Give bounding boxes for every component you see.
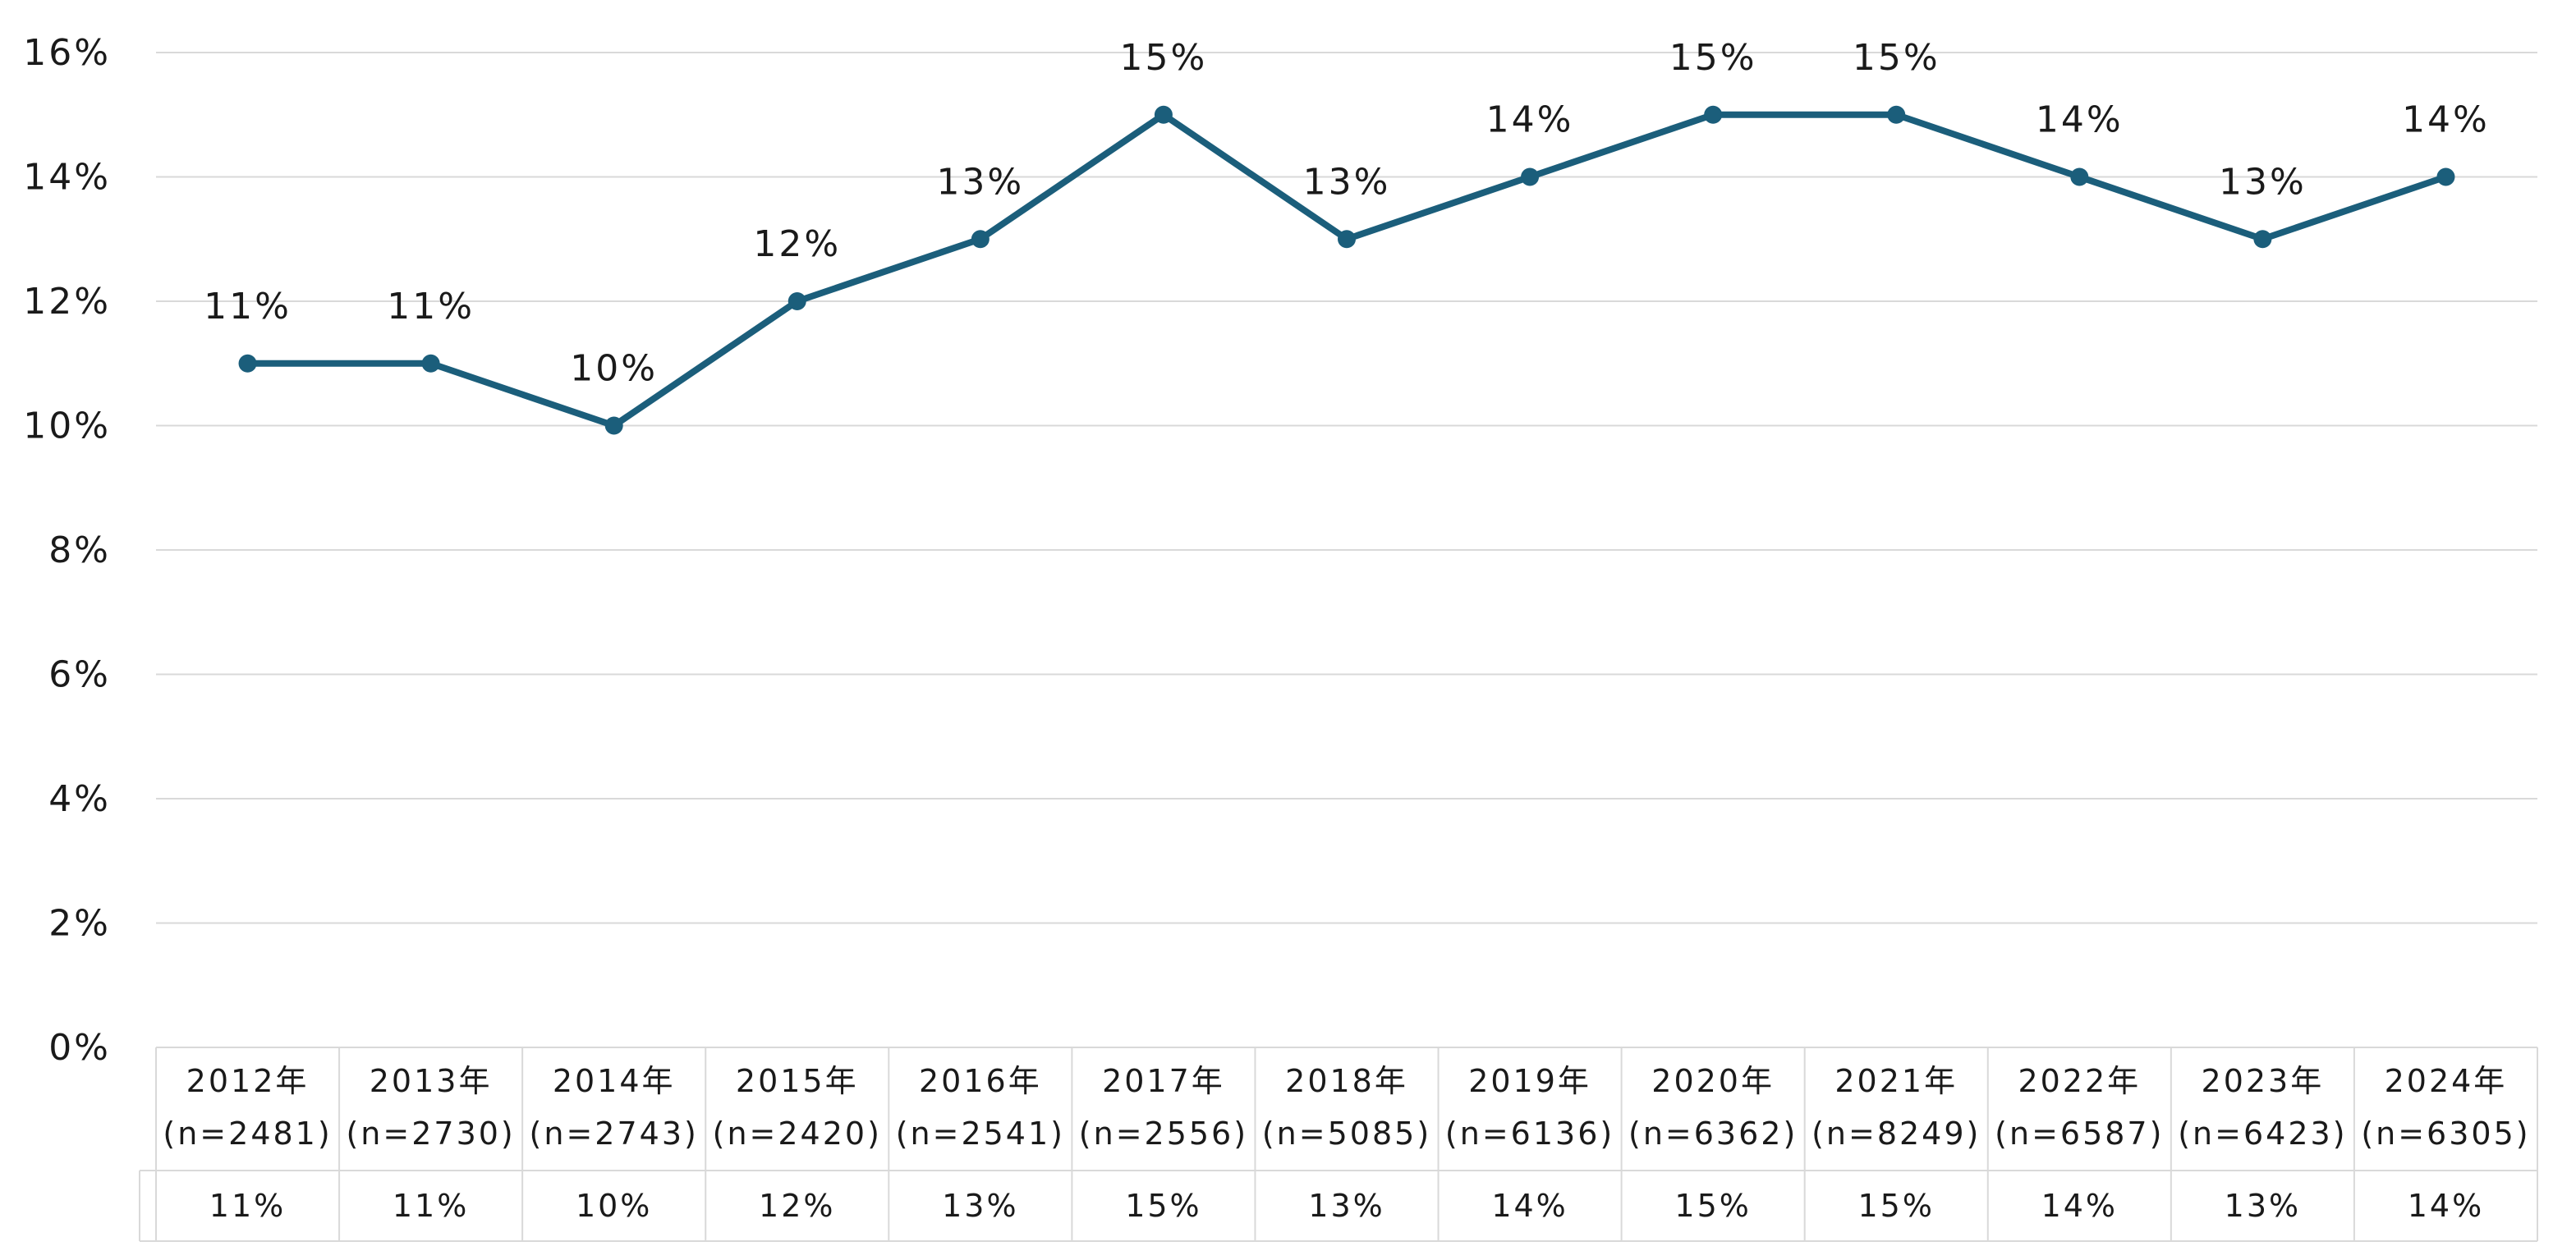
y-tick-label: 0% xyxy=(48,1027,111,1069)
data-label: 15% xyxy=(1669,37,1757,79)
table-value-cell: 15% xyxy=(1857,1188,1934,1224)
x-category-label: 2021年 xyxy=(1834,1063,1958,1099)
data-point xyxy=(787,292,806,310)
x-category-n-label: (n=6305) xyxy=(2361,1116,2530,1152)
table-value-cell: 15% xyxy=(1674,1188,1751,1224)
data-point xyxy=(421,354,440,373)
table-value-cell: 14% xyxy=(1491,1188,1568,1224)
y-tick-label: 4% xyxy=(48,778,111,820)
x-category-label: 2022年 xyxy=(2018,1063,2141,1099)
gridlines xyxy=(156,52,2537,924)
table-value-cell: 13% xyxy=(1308,1188,1384,1224)
x-category-n-label: (n=6423) xyxy=(2178,1116,2347,1152)
x-category-label: 2024年 xyxy=(2385,1063,2508,1099)
data-label: 11% xyxy=(204,286,292,328)
x-category-n-label: (n=6362) xyxy=(1628,1116,1798,1152)
series-line xyxy=(238,105,2455,435)
data-point xyxy=(1887,105,1906,124)
x-category-n-label: (n=2481) xyxy=(163,1116,332,1152)
data-label: 14% xyxy=(2036,99,2124,141)
x-category-n-label: (n=5085) xyxy=(1262,1116,1431,1152)
data-label: 12% xyxy=(753,223,841,265)
x-category-label: 2012年 xyxy=(186,1063,310,1099)
y-tick-label: 16% xyxy=(23,32,111,74)
x-category-n-label: (n=2541) xyxy=(896,1116,1065,1152)
x-category-n-label: (n=2730) xyxy=(346,1116,515,1152)
y-tick-label: 2% xyxy=(48,903,111,945)
data-point xyxy=(1154,105,1173,124)
x-category-label: 2023年 xyxy=(2202,1063,2325,1099)
table-value-cell: 14% xyxy=(2408,1188,2484,1224)
x-category-label: 2017年 xyxy=(1102,1063,1225,1099)
y-tick-label: 8% xyxy=(48,529,111,571)
data-label: 15% xyxy=(1853,37,1940,79)
x-category-label: 2020年 xyxy=(1651,1063,1775,1099)
data-label: 14% xyxy=(1486,99,1574,141)
data-labels: 11% 11% 10% 12% 13% 15% 13% 14% 15% 15% 14% 13% 14% xyxy=(204,37,2490,390)
x-category-n-label: (n=2743) xyxy=(530,1116,699,1152)
data-point xyxy=(2253,230,2272,249)
table-value-cell: 12% xyxy=(759,1188,835,1224)
data-label: 13% xyxy=(1303,161,1391,203)
data-label: 13% xyxy=(936,161,1024,203)
y-axis: 0% 2% 4% 6% 8% 10% 12% 14% 16% xyxy=(23,32,111,1069)
table-value-cell: 15% xyxy=(1125,1188,1201,1224)
x-category-label: 2016年 xyxy=(919,1063,1042,1099)
y-tick-label: 10% xyxy=(23,405,111,447)
table-value-cell: 11% xyxy=(393,1188,469,1224)
data-label: 11% xyxy=(387,286,475,328)
x-category-n-label: (n=6136) xyxy=(1445,1116,1614,1152)
y-tick-label: 6% xyxy=(48,654,111,696)
data-point xyxy=(1521,167,1540,186)
x-category-label: 2013年 xyxy=(370,1063,493,1099)
table-value-cell: 11% xyxy=(209,1188,286,1224)
x-category-label: 2018年 xyxy=(1285,1063,1408,1099)
y-tick-label: 12% xyxy=(23,281,111,323)
x-category-label: 2015年 xyxy=(736,1063,859,1099)
data-point xyxy=(971,230,990,249)
data-point xyxy=(1704,105,1723,124)
data-point xyxy=(2436,167,2455,186)
table-value-cell: 14% xyxy=(2041,1188,2118,1224)
x-category-n-label: (n=2556) xyxy=(1079,1116,1248,1152)
table-value-cell: 13% xyxy=(2225,1188,2301,1224)
data-point xyxy=(1338,230,1356,249)
x-category-n-label: (n=6587) xyxy=(1995,1116,2164,1152)
data-point xyxy=(238,354,257,373)
data-label: 14% xyxy=(2402,99,2490,141)
x-category-label: 2019年 xyxy=(1468,1063,1591,1099)
data-label: 10% xyxy=(570,348,658,390)
data-label: 15% xyxy=(1120,37,1208,79)
data-point xyxy=(2070,167,2089,186)
data-table: 2012年 (n=2481) 11% 2013年 (n=2730) 11% 2014年 (n=… xyxy=(139,1047,2538,1242)
table-value-cell: 10% xyxy=(576,1188,652,1224)
x-category-label: 2014年 xyxy=(553,1063,676,1099)
table-value-cell: 13% xyxy=(942,1188,1018,1224)
x-category-n-label: (n=8249) xyxy=(1811,1116,1981,1152)
x-category-n-label: (n=2420) xyxy=(713,1116,882,1152)
y-tick-label: 14% xyxy=(23,157,111,199)
data-label: 13% xyxy=(2219,161,2307,203)
data-point xyxy=(604,416,623,435)
